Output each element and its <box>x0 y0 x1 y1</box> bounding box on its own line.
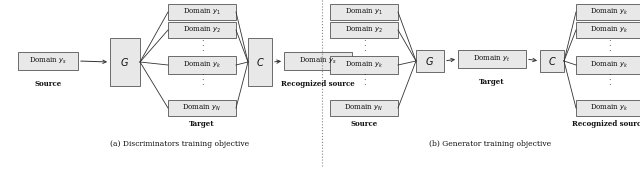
FancyBboxPatch shape <box>576 22 640 38</box>
FancyBboxPatch shape <box>168 100 236 116</box>
Text: Domain $y_N$: Domain $y_N$ <box>182 103 221 113</box>
Text: Domain $y_s$: Domain $y_s$ <box>29 56 67 66</box>
FancyBboxPatch shape <box>284 52 352 70</box>
Text: Target: Target <box>189 120 215 128</box>
Text: ·: · <box>201 48 204 56</box>
Text: ·: · <box>363 43 365 52</box>
Text: Domain $y_k$: Domain $y_k$ <box>589 7 628 17</box>
FancyBboxPatch shape <box>168 4 236 20</box>
Text: Domain $y_k$: Domain $y_k$ <box>344 60 383 70</box>
FancyBboxPatch shape <box>576 100 640 116</box>
FancyBboxPatch shape <box>330 100 398 116</box>
FancyBboxPatch shape <box>168 22 236 38</box>
Text: $G$: $G$ <box>120 56 129 68</box>
FancyBboxPatch shape <box>576 4 640 20</box>
Text: ·: · <box>608 43 611 52</box>
Text: (a) Discriminators training objective: (a) Discriminators training objective <box>111 140 250 148</box>
FancyBboxPatch shape <box>540 50 564 72</box>
Text: $C$: $C$ <box>255 56 264 68</box>
FancyBboxPatch shape <box>416 50 444 72</box>
FancyBboxPatch shape <box>458 50 526 68</box>
Text: ·: · <box>363 72 365 80</box>
Text: ·: · <box>608 48 611 56</box>
Text: (b) Generator training objective: (b) Generator training objective <box>429 140 551 148</box>
Text: Domain $y_s$: Domain $y_s$ <box>299 56 337 66</box>
FancyBboxPatch shape <box>330 22 398 38</box>
Text: Domain $y_k$: Domain $y_k$ <box>182 60 221 70</box>
Text: Domain $y_2$: Domain $y_2$ <box>345 25 383 35</box>
Text: ·: · <box>363 76 365 86</box>
FancyBboxPatch shape <box>18 52 78 70</box>
Text: Domain $y_1$: Domain $y_1$ <box>183 7 221 17</box>
Text: ·: · <box>608 72 611 80</box>
FancyBboxPatch shape <box>248 38 272 86</box>
Text: ·: · <box>201 82 204 90</box>
Text: $G$: $G$ <box>426 55 435 67</box>
Text: Domain $y_2$: Domain $y_2$ <box>183 25 221 35</box>
Text: ·: · <box>608 82 611 90</box>
Text: $C$: $C$ <box>548 55 556 67</box>
FancyBboxPatch shape <box>330 4 398 20</box>
Text: Domain $y_1$: Domain $y_1$ <box>345 7 383 17</box>
FancyBboxPatch shape <box>110 38 140 86</box>
Text: Domain $y_N$: Domain $y_N$ <box>344 103 383 113</box>
FancyBboxPatch shape <box>330 56 398 74</box>
Text: ·: · <box>201 72 204 80</box>
Text: ·: · <box>608 76 611 86</box>
Text: Source: Source <box>350 120 378 128</box>
Text: Recognized source: Recognized source <box>572 120 640 128</box>
Text: ·: · <box>201 76 204 86</box>
Text: ·: · <box>363 48 365 56</box>
Text: ·: · <box>363 37 365 46</box>
Text: Recognized source: Recognized source <box>281 80 355 88</box>
FancyBboxPatch shape <box>576 56 640 74</box>
Text: Source: Source <box>35 80 61 88</box>
FancyBboxPatch shape <box>168 56 236 74</box>
Text: ·: · <box>201 37 204 46</box>
Text: ·: · <box>201 43 204 52</box>
Text: Domain $y_t$: Domain $y_t$ <box>473 54 511 64</box>
Text: ·: · <box>363 82 365 90</box>
Text: Domain $y_k$: Domain $y_k$ <box>589 103 628 113</box>
Text: Domain $y_k$: Domain $y_k$ <box>589 60 628 70</box>
Text: ·: · <box>608 37 611 46</box>
Text: Domain $y_k$: Domain $y_k$ <box>589 25 628 35</box>
Text: Target: Target <box>479 78 505 86</box>
